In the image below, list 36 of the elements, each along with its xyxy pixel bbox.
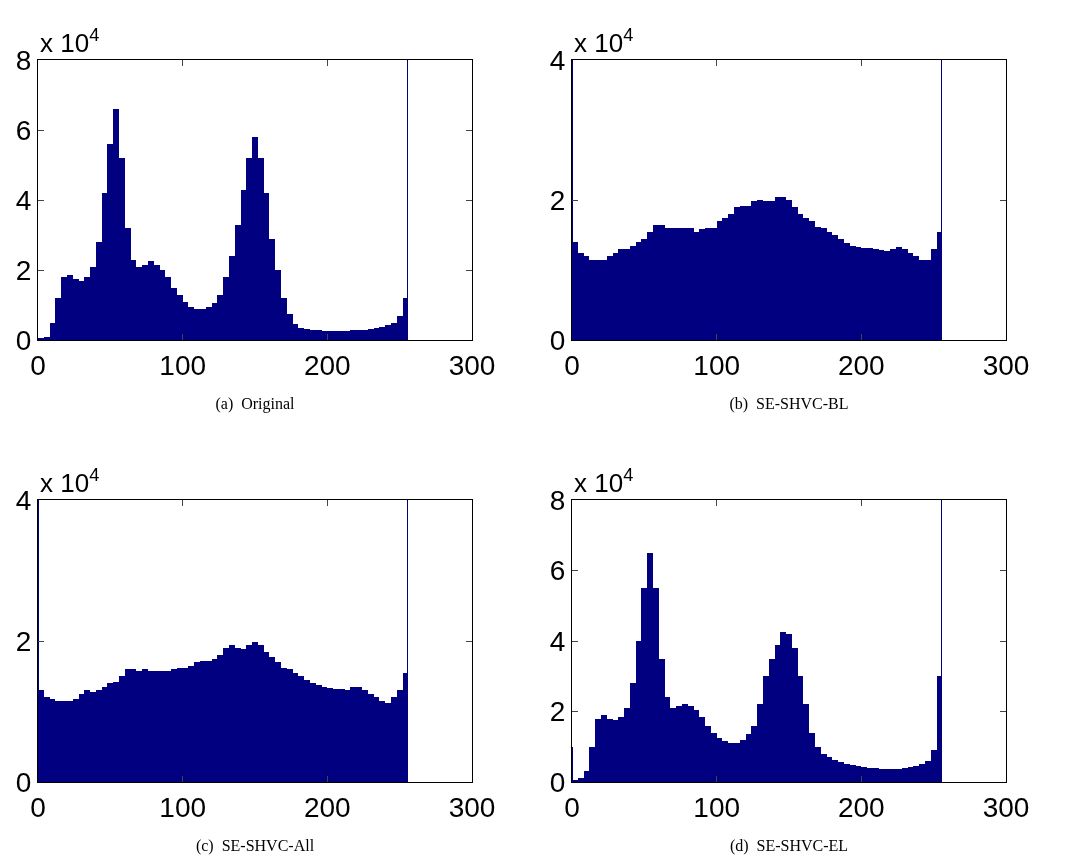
y-tick-label: 4 xyxy=(15,484,32,516)
y-tick-label: 6 xyxy=(15,114,32,146)
y-tick-label: 2 xyxy=(549,696,566,728)
text: x 10$^{4}$ xyxy=(574,25,634,58)
y-tick-label: 4 xyxy=(15,184,32,216)
x-tick-label: 300 xyxy=(448,791,496,823)
x-tick-label: 100 xyxy=(159,791,207,823)
y-tick-label: 8 xyxy=(549,484,566,516)
y-tick-label: 4 xyxy=(549,625,566,657)
y-tick-label: 4 xyxy=(549,44,566,76)
x-axis-title: (b) SE-SHVC-BL xyxy=(729,395,849,414)
y-tick-label: 0 xyxy=(549,324,566,356)
x-tick-label: 300 xyxy=(982,349,1030,381)
y-tick-label: 2 xyxy=(15,625,32,657)
x-tick-label: 200 xyxy=(303,791,351,823)
text: x 10$^{4}$ xyxy=(40,465,100,498)
x-tick-label: 300 xyxy=(982,791,1030,823)
x-axis-title: (d) SE-SHVC-EL xyxy=(729,837,849,856)
x-tick-label: 300 xyxy=(448,349,496,381)
x-axis-title: (c) SE-SHVC-All xyxy=(195,837,315,856)
y-tick-label: 8 xyxy=(15,44,32,76)
y-tick-label: 0 xyxy=(15,766,32,798)
x-tick-label: 100 xyxy=(693,791,741,823)
x-tick-label: 100 xyxy=(159,349,207,381)
x-tick-label: 200 xyxy=(837,791,885,823)
x-tick-label: 200 xyxy=(837,349,885,381)
x-tick-label: 200 xyxy=(303,349,351,381)
text: x 10$^{4}$ xyxy=(574,465,634,498)
x-axis-title: (a) Original xyxy=(215,395,296,414)
y-tick-label: 0 xyxy=(15,324,32,356)
y-tick-label: 2 xyxy=(15,254,32,286)
x-tick-label: 100 xyxy=(693,349,741,381)
y-tick-label: 0 xyxy=(549,766,566,798)
text: x 10$^{4}$ xyxy=(40,25,100,58)
y-tick-label: 6 xyxy=(549,555,566,587)
y-tick-label: 2 xyxy=(549,184,566,216)
